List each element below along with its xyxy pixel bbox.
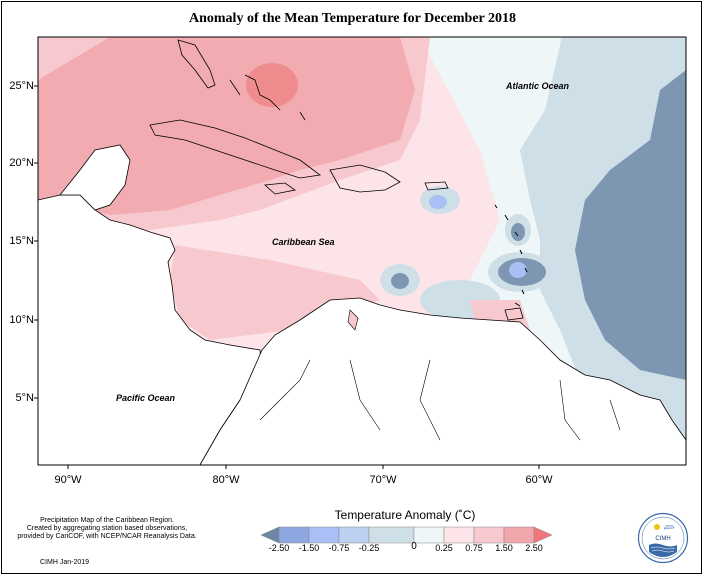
label-pacific-ocean: Pacific Ocean <box>116 393 176 403</box>
lon-label-90: 90°W <box>54 474 82 486</box>
legend-swatch-2 <box>308 526 340 544</box>
anomaly-plus-2.5 <box>246 63 298 107</box>
lat-label-20: 20°N <box>9 157 34 169</box>
plot-border <box>37 36 687 466</box>
hispaniola-outline <box>329 164 401 193</box>
legend-swatch-8 <box>503 526 535 544</box>
lon-label-60: 60°W <box>525 474 553 486</box>
anomaly-patch-windward-core <box>509 262 527 278</box>
lon-label-70: 70°W <box>369 474 397 486</box>
lat-label-10: 10°N <box>9 314 34 326</box>
legend-label-0: -2.50 <box>268 543 290 553</box>
jamaica-outline <box>264 182 296 195</box>
label-caribbean-sea: Caribbean Sea <box>272 237 335 247</box>
land-yucatan <box>59 144 131 211</box>
anomaly-plus-1.5 <box>38 37 415 215</box>
legend-swatch-1 <box>278 526 310 544</box>
legend-label-5: 0.25 <box>435 543 453 553</box>
lat-label-25: 25°N <box>9 80 34 92</box>
anomaly-patch-abc-core <box>391 273 409 289</box>
legend-title: Temperature Anomaly (˚C) <box>334 508 476 522</box>
puerto-rico-outline <box>424 181 449 191</box>
credits-line-1: Precipitation Map of the Caribbean Regio… <box>40 517 174 524</box>
lat-label-5: 5°N <box>15 392 34 404</box>
legend-swatch-9 <box>533 526 553 544</box>
lon-label-80: 80°W <box>212 474 240 486</box>
cuba-outline <box>149 119 322 179</box>
legend-colorbar <box>260 526 553 544</box>
lesser-antilles-outline <box>494 204 528 307</box>
lake-maracaibo <box>347 309 359 331</box>
cimh-logo: CIMH <box>637 512 689 564</box>
credits-block: Precipitation Map of the Caribbean Regio… <box>12 517 202 541</box>
logo-text: CIMH <box>655 536 670 542</box>
anomaly-minus-1.5 <box>575 70 686 380</box>
legend-label-2: -0.75 <box>328 543 350 553</box>
legend-label-4: 0 <box>411 541 417 552</box>
legend-swatch-7 <box>473 526 505 544</box>
credits-date: CIMH Jan-2019 <box>40 559 90 566</box>
legend-swatch-0 <box>260 526 280 544</box>
legend-swatch-6 <box>443 526 475 544</box>
legend-label-1: -1.50 <box>298 543 320 553</box>
map-title: Anomaly of the Mean Temperature for Dece… <box>189 11 516 26</box>
legend-swatch-3 <box>338 526 370 544</box>
legend-label-8: 2.50 <box>525 543 543 553</box>
trinidad-outline <box>504 307 524 321</box>
bahamas-outline <box>229 74 306 121</box>
axis-ticks <box>34 85 540 469</box>
credits-line-3: provided by CariCOF, with NCEP/NCAR Rean… <box>17 533 197 540</box>
florida-outline <box>177 39 216 89</box>
lat-label-15: 15°N <box>9 235 34 247</box>
label-atlantic-ocean: Atlantic Ocean <box>506 81 570 91</box>
legend-label-6: 0.75 <box>465 543 483 553</box>
legend-label-3: -0.25 <box>358 543 380 553</box>
land-south-america <box>199 297 686 465</box>
credits-line-2: Created by aggregating station based obs… <box>26 525 188 532</box>
country-borders <box>259 359 621 441</box>
anomaly-patch-lesser-core <box>511 223 525 241</box>
anomaly-patch-pr-core <box>429 195 447 209</box>
legend-label-7: 1.50 <box>495 543 513 553</box>
